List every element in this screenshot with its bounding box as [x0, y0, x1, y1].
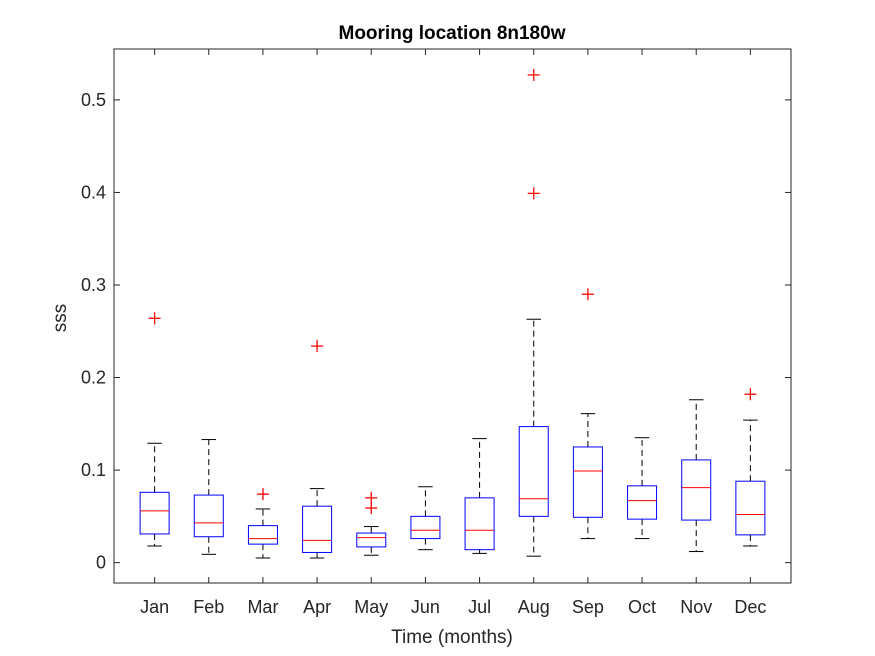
iqr-box [464, 497, 495, 551]
box-feb [193, 439, 224, 555]
iqr-box [572, 446, 603, 518]
box-jan [139, 312, 170, 547]
iqr-box [518, 426, 549, 517]
box-series [139, 68, 766, 559]
x-tick-label: Mar [247, 597, 278, 617]
box-apr [302, 340, 333, 559]
iqr-box [735, 480, 766, 536]
x-tick-label: Jul [468, 597, 491, 617]
y-axis: 0 0.1 0.2 0.3 0.4 0.5 [81, 90, 791, 573]
plot-area-frame [113, 48, 792, 584]
box-aug [518, 68, 549, 557]
iqr-box [302, 505, 333, 553]
outlier-marker [365, 491, 378, 504]
box-jul [464, 438, 495, 554]
iqr-box [681, 459, 712, 521]
y-tick-label: 0.4 [81, 182, 106, 202]
x-tick-label: Oct [628, 597, 656, 617]
iqr-box [627, 485, 658, 520]
x-tick-label: Apr [303, 597, 331, 617]
y-axis-label: sss [50, 304, 71, 333]
outlier-marker [148, 312, 161, 325]
box-mar [247, 488, 278, 559]
y-tick-label: 0.3 [81, 275, 106, 295]
x-axis-label: Time (months) [391, 627, 513, 648]
x-tick-label: Jan [140, 597, 169, 617]
iqr-box [356, 532, 387, 548]
y-tick-label: 0.5 [81, 90, 106, 110]
x-axis: Jan Feb Mar Apr May Jun Jul Aug Sep Oct Nov Dec [140, 49, 766, 617]
x-tick-label: Dec [734, 597, 766, 617]
y-tick-label: 0 [96, 553, 106, 573]
y-tick-label: 0.2 [81, 368, 106, 388]
box-nov [681, 399, 712, 553]
x-tick-label: May [354, 597, 388, 617]
box-dec [735, 388, 766, 547]
box-oct [627, 437, 658, 540]
box-may [356, 491, 387, 556]
x-tick-label: Aug [518, 597, 550, 617]
iqr-box [247, 525, 278, 545]
x-tick-label: Nov [680, 597, 712, 617]
box-sep [572, 288, 603, 540]
x-tick-label: Feb [193, 597, 224, 617]
y-tick-label: 0.1 [81, 460, 106, 480]
x-tick-label: Sep [572, 597, 604, 617]
iqr-box [193, 494, 224, 538]
outlier-marker [311, 340, 324, 353]
iqr-box [410, 515, 441, 540]
outlier-marker [581, 288, 594, 301]
box-jun [410, 486, 441, 551]
chart-title: Mooring location 8n180w [339, 23, 566, 44]
outlier-marker [256, 488, 269, 501]
x-tick-label: Jun [411, 597, 440, 617]
outlier-marker [744, 388, 757, 401]
outlier-marker [527, 187, 540, 200]
iqr-box [139, 491, 170, 535]
outlier-marker [527, 68, 540, 81]
outlier-marker [365, 502, 378, 515]
